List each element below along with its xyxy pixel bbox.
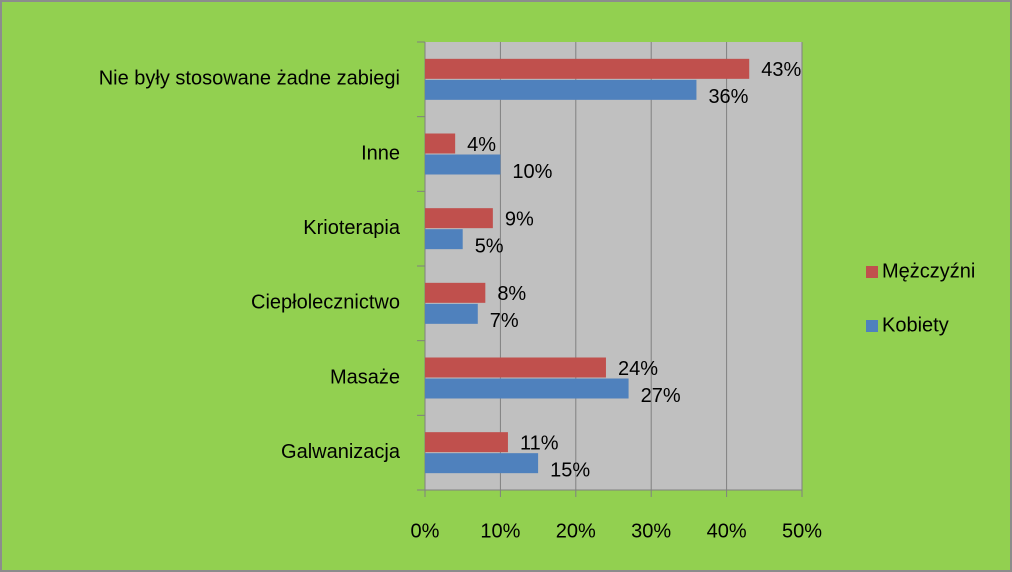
data-label: 24% bbox=[618, 358, 658, 380]
bar bbox=[425, 432, 508, 453]
bar bbox=[425, 208, 493, 229]
x-tick-label: 0% bbox=[411, 520, 440, 542]
bar bbox=[425, 79, 697, 100]
data-label: 10% bbox=[512, 161, 552, 183]
x-tick-label: 20% bbox=[556, 520, 596, 542]
y-tick-label: Masaże bbox=[330, 366, 400, 388]
data-label: 15% bbox=[550, 459, 590, 481]
y-tick-label: Inne bbox=[361, 142, 400, 164]
data-label: 5% bbox=[475, 235, 504, 257]
plot-area bbox=[425, 42, 802, 490]
data-label: 8% bbox=[497, 283, 526, 305]
legend-label: Mężczyźni bbox=[882, 260, 975, 282]
bar bbox=[425, 154, 501, 175]
bar bbox=[425, 58, 750, 79]
y-tick-label: Krioterapia bbox=[303, 217, 401, 239]
legend-swatch bbox=[866, 266, 878, 278]
data-label: 11% bbox=[520, 432, 559, 454]
bar bbox=[425, 378, 629, 399]
data-label: 43% bbox=[761, 59, 801, 81]
bar bbox=[425, 229, 463, 250]
x-tick-label: 50% bbox=[782, 520, 822, 542]
legend-swatch bbox=[866, 320, 878, 332]
x-tick-label: 10% bbox=[480, 520, 520, 542]
y-tick-label: Galwanizacja bbox=[281, 441, 401, 463]
y-tick-label: Nie były stosowane żadne zabiegi bbox=[99, 68, 400, 90]
bar bbox=[425, 303, 478, 324]
data-label: 7% bbox=[490, 310, 519, 332]
bar bbox=[425, 357, 606, 378]
bar bbox=[425, 133, 456, 154]
data-label: 36% bbox=[708, 86, 748, 108]
x-tick-label: 30% bbox=[631, 520, 671, 542]
bar bbox=[425, 282, 486, 303]
data-label: 27% bbox=[641, 385, 681, 407]
data-label: 9% bbox=[505, 208, 534, 230]
y-tick-label: Ciepłolecznictwo bbox=[251, 292, 400, 314]
data-label: 4% bbox=[467, 134, 496, 156]
legend-label: Kobiety bbox=[882, 314, 949, 336]
bar bbox=[425, 453, 539, 474]
x-tick-label: 40% bbox=[707, 520, 747, 542]
